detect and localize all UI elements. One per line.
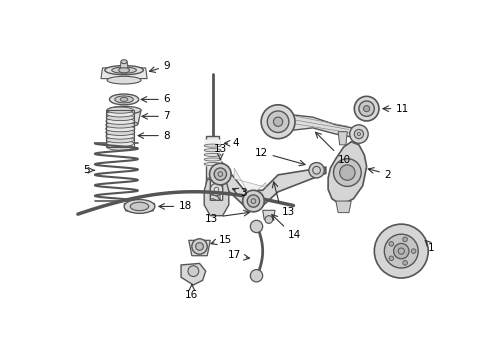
Polygon shape xyxy=(107,110,141,124)
Text: 5: 5 xyxy=(83,165,89,175)
Circle shape xyxy=(354,96,379,121)
Circle shape xyxy=(350,125,368,143)
Text: 14: 14 xyxy=(288,230,301,240)
Text: 1: 1 xyxy=(428,243,435,253)
Ellipse shape xyxy=(204,144,221,147)
Circle shape xyxy=(389,242,393,246)
Ellipse shape xyxy=(204,153,221,156)
Polygon shape xyxy=(286,114,361,139)
Circle shape xyxy=(210,183,222,195)
Polygon shape xyxy=(328,142,367,205)
Ellipse shape xyxy=(106,133,135,139)
Polygon shape xyxy=(204,180,229,216)
Circle shape xyxy=(192,239,207,254)
Ellipse shape xyxy=(121,60,127,64)
Ellipse shape xyxy=(107,144,133,150)
Text: 13: 13 xyxy=(205,214,218,224)
Ellipse shape xyxy=(204,149,221,152)
Ellipse shape xyxy=(106,114,134,121)
Ellipse shape xyxy=(130,202,149,211)
Polygon shape xyxy=(206,136,219,178)
Circle shape xyxy=(214,168,226,180)
Ellipse shape xyxy=(119,114,129,119)
Ellipse shape xyxy=(204,163,221,166)
Polygon shape xyxy=(124,203,155,211)
Circle shape xyxy=(243,190,264,212)
Polygon shape xyxy=(120,62,128,68)
Text: 8: 8 xyxy=(163,131,170,141)
Text: 11: 11 xyxy=(396,104,409,114)
Circle shape xyxy=(188,266,199,276)
Circle shape xyxy=(309,163,324,178)
Circle shape xyxy=(354,130,364,139)
Circle shape xyxy=(374,224,428,278)
Ellipse shape xyxy=(112,67,136,73)
Ellipse shape xyxy=(107,140,134,147)
Circle shape xyxy=(403,261,407,265)
Circle shape xyxy=(384,234,418,268)
Text: 16: 16 xyxy=(185,291,198,300)
Polygon shape xyxy=(263,210,275,220)
Ellipse shape xyxy=(107,111,134,117)
Ellipse shape xyxy=(106,126,135,132)
Circle shape xyxy=(250,270,263,282)
Polygon shape xyxy=(181,264,206,285)
Circle shape xyxy=(247,195,260,207)
Polygon shape xyxy=(203,139,222,166)
Ellipse shape xyxy=(110,121,138,127)
Text: 18: 18 xyxy=(179,202,192,211)
Ellipse shape xyxy=(124,199,155,213)
Circle shape xyxy=(268,111,289,132)
Ellipse shape xyxy=(107,76,141,84)
Ellipse shape xyxy=(105,66,143,75)
Polygon shape xyxy=(210,160,326,207)
Circle shape xyxy=(273,117,283,126)
Ellipse shape xyxy=(120,98,128,101)
Text: 7: 7 xyxy=(163,111,170,121)
Circle shape xyxy=(364,105,369,112)
Circle shape xyxy=(359,101,374,116)
Circle shape xyxy=(261,105,295,139)
Circle shape xyxy=(389,256,393,261)
Polygon shape xyxy=(336,201,351,213)
Text: 17: 17 xyxy=(228,250,241,260)
Polygon shape xyxy=(234,168,266,197)
Ellipse shape xyxy=(106,137,134,143)
Circle shape xyxy=(205,195,220,210)
Circle shape xyxy=(334,159,361,186)
Ellipse shape xyxy=(204,158,221,161)
Circle shape xyxy=(393,243,409,259)
Text: 3: 3 xyxy=(240,188,247,198)
Polygon shape xyxy=(205,178,220,201)
Ellipse shape xyxy=(115,96,133,103)
Polygon shape xyxy=(338,132,347,145)
Ellipse shape xyxy=(109,94,139,105)
Circle shape xyxy=(210,163,231,185)
Text: 9: 9 xyxy=(163,60,170,71)
Polygon shape xyxy=(101,68,147,78)
Text: 4: 4 xyxy=(233,138,239,148)
Text: 15: 15 xyxy=(219,235,232,244)
Text: 6: 6 xyxy=(163,94,170,104)
Text: 13: 13 xyxy=(282,207,295,217)
Ellipse shape xyxy=(106,129,135,135)
Text: 10: 10 xyxy=(338,155,351,165)
Ellipse shape xyxy=(119,67,129,73)
Circle shape xyxy=(196,243,203,250)
Ellipse shape xyxy=(106,122,135,128)
Circle shape xyxy=(265,216,273,223)
Ellipse shape xyxy=(106,118,135,124)
Ellipse shape xyxy=(107,106,141,114)
Circle shape xyxy=(411,249,416,253)
Polygon shape xyxy=(189,240,210,256)
Circle shape xyxy=(340,165,355,180)
Ellipse shape xyxy=(107,107,133,113)
Circle shape xyxy=(250,220,263,233)
Circle shape xyxy=(403,237,407,242)
Text: 13: 13 xyxy=(214,144,227,154)
Text: 2: 2 xyxy=(384,170,391,180)
Text: 12: 12 xyxy=(255,148,268,158)
